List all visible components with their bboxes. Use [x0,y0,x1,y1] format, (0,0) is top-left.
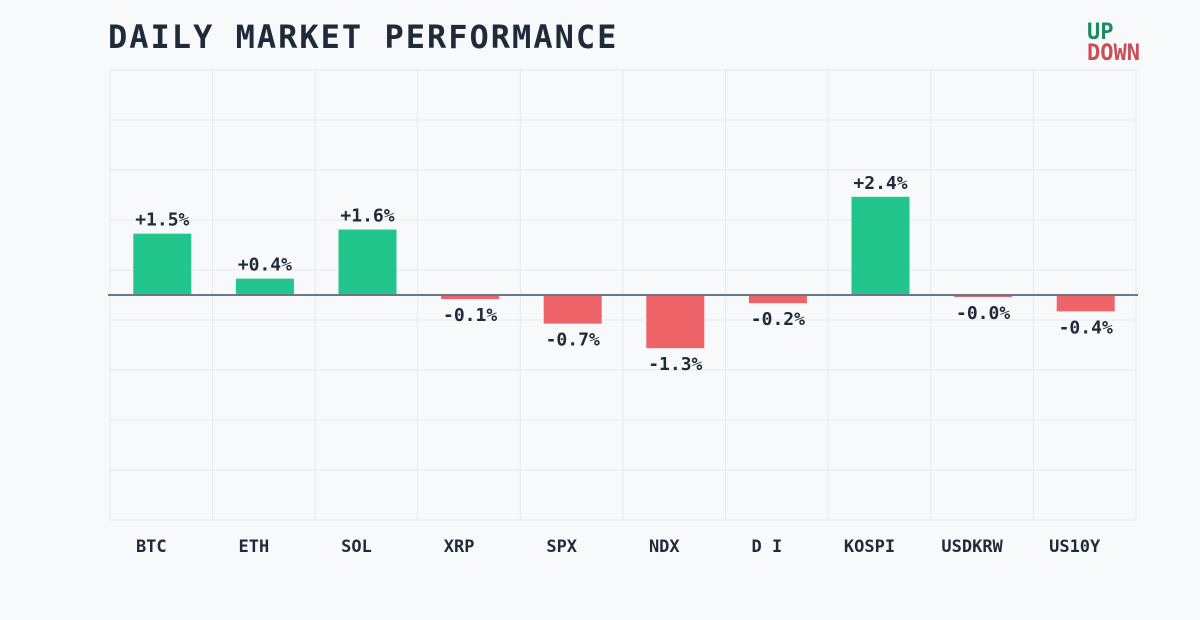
bar-value-label: +2.4% [853,173,907,194]
bar-value-label: -0.2% [751,309,805,330]
bar-xrp [441,295,500,300]
legend-up: UP [1087,20,1114,45]
x-tick-label: D I [752,537,783,557]
bar-value-label: -0.4% [1059,317,1113,338]
bar-value-label: -0.0% [956,303,1010,324]
bar-sol [338,229,397,295]
bar-kospi [851,196,910,295]
bar-value-label: +1.6% [340,206,394,227]
x-tick-label: USDKRW [941,537,1003,557]
bar-btc [133,233,192,295]
bar-spx [543,295,602,324]
x-tick-label: US10Y [1049,537,1101,557]
x-tick-label: KOSPI [844,537,895,557]
x-tick-label: SPX [546,537,577,557]
bar-value-label: +0.4% [238,255,292,276]
legend-down: DOWN [1087,41,1140,66]
x-tick-label: BTC [136,537,167,557]
bar-value-label: +1.5% [135,210,189,231]
x-tick-label: XRP [444,537,475,557]
bar-eth [235,278,294,295]
x-tick-label: NDX [649,537,680,557]
bar-us10y [1056,295,1115,312]
bar-ndx [646,295,705,349]
legend: UP DOWN [1087,20,1140,66]
bar-value-label: -0.7% [546,330,600,351]
x-tick-label: ETH [239,537,270,557]
bar-value-label: -1.3% [648,354,702,375]
x-tick-label: SOL [341,537,372,557]
bar-d-i [748,295,807,304]
bar-value-label: -0.1% [443,305,497,326]
chart-title: DAILY MARKET PERFORMANCE [108,18,619,56]
